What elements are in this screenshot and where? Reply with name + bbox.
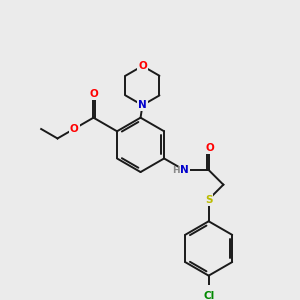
Text: H: H bbox=[172, 166, 180, 175]
Text: O: O bbox=[205, 143, 214, 153]
Text: O: O bbox=[89, 89, 98, 99]
Text: Cl: Cl bbox=[203, 291, 214, 300]
Text: O: O bbox=[138, 61, 147, 71]
Text: S: S bbox=[205, 195, 212, 205]
Text: N: N bbox=[138, 100, 147, 110]
Text: N: N bbox=[180, 165, 189, 175]
Text: O: O bbox=[70, 124, 79, 134]
